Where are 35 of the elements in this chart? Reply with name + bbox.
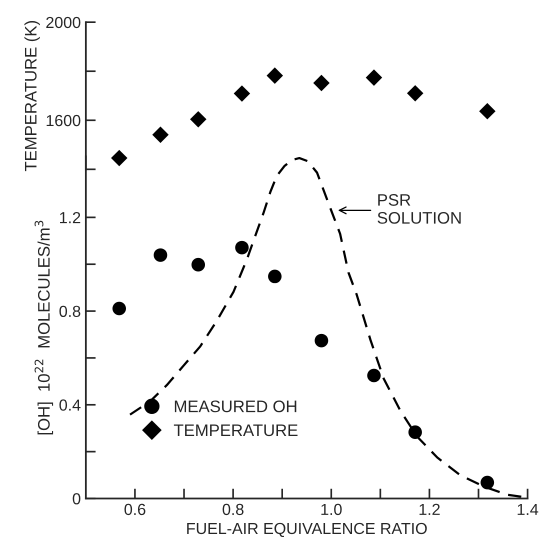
point [234,85,250,102]
point [235,240,249,254]
point [480,476,494,490]
x-tick-label: 1.4 [518,504,538,515]
point [111,150,128,166]
legend-label: MEASURED OH [174,400,296,412]
x-tick-label: 0.6 [124,504,146,516]
y-tick-label: 1600 [46,114,80,126]
y-tick-label: 0.4 [59,399,81,411]
y-axis-title: TEMPERATURE (K) [24,21,40,172]
point [479,102,496,120]
point [406,85,424,102]
point [408,425,422,439]
point [154,248,168,262]
point [152,126,169,143]
x-axis-title: FUEL-AIR EQUIVALENCE RATIO [187,522,427,537]
point [191,258,206,272]
point [112,302,126,316]
x-tick-label: 1.0 [321,504,342,516]
point [314,334,328,348]
point [190,111,206,128]
point [313,74,330,92]
y-tick-label: 1.2 [60,212,80,224]
x-tick-label: 0.8 [222,504,244,516]
y-tick-label: 0.8 [59,306,80,318]
y-tick-label: 0 [72,493,80,504]
x-tick-label: 1.2 [420,504,440,515]
y-tick-label: 2000 [46,16,80,28]
point [266,67,284,84]
point [268,270,282,284]
point [367,368,381,382]
point [366,69,382,86]
legend-label: TEMPERATURE [174,424,298,436]
y-axis-title: [OH] 10$^{22}$ MOLECULES/m$^{3}$ [34,220,54,434]
annotation: PSR SOLUTION [378,194,461,224]
